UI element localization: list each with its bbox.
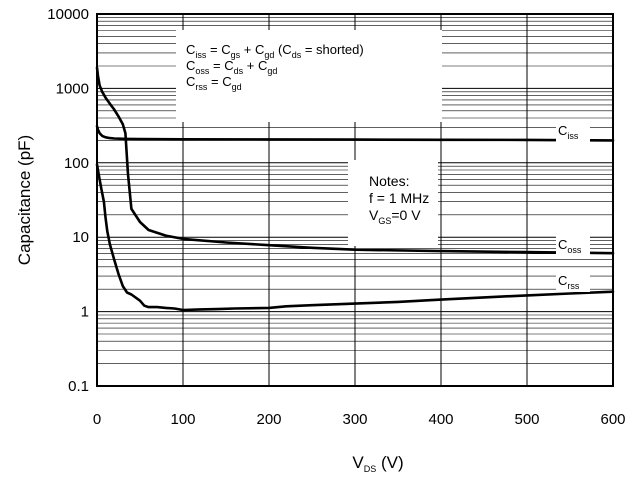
y-tick-label: 1 <box>81 304 89 321</box>
axis-labels: VDS (V) Capacitance (pF) <box>15 135 404 474</box>
x-axis-label: VDS (V) <box>352 453 403 474</box>
y-tick-label: 100 <box>64 155 89 172</box>
y-tick-label: 0.1 <box>68 378 89 395</box>
series-line-iss <box>95 124 615 142</box>
y-tick-label: 1000 <box>56 80 89 97</box>
series-label-iss: Ciss <box>558 123 579 141</box>
series-label-bg <box>556 272 590 292</box>
series-label-bg <box>556 122 590 142</box>
series-lines <box>95 66 615 312</box>
grid <box>96 14 614 387</box>
definition-line: Crss = Cgd <box>186 74 242 92</box>
x-tick-label: 400 <box>428 411 453 428</box>
x-tick-label: 500 <box>514 411 539 428</box>
definitions-box <box>176 30 442 122</box>
x-tick-label: 200 <box>256 411 281 428</box>
notes-line: f = 1 MHz <box>369 190 429 206</box>
definition-line: Coss = Cds + Cgd <box>186 58 277 76</box>
annotation-boxes: Ciss = Cgs + Cgd (Cds = shorted)Coss = C… <box>176 30 442 246</box>
series-label-rss: Crss <box>558 273 580 291</box>
notes-box <box>348 160 438 246</box>
y-axis-label: Capacitance (pF) <box>15 135 34 265</box>
series-line-rss <box>95 163 615 312</box>
notes-line: VGS=0 V <box>369 207 421 226</box>
plot-frame <box>96 13 614 387</box>
plot-border <box>96 13 614 387</box>
tick-labels: 0 100 200 300 400 500 600 0.1 1 10 100 1000 10000 <box>47 6 625 428</box>
y-tick-label: 10 <box>72 229 89 246</box>
x-tick-label: 300 <box>342 411 367 428</box>
x-tick-label: 100 <box>170 411 195 428</box>
x-tick-label: 600 <box>600 411 625 428</box>
definition-line: Ciss = Cgs + Cgd (Cds = shorted) <box>186 42 364 60</box>
notes-line: Notes: <box>369 173 409 189</box>
series-line-oss <box>95 66 615 255</box>
series-labels: Ciss Coss Crss <box>556 122 590 292</box>
y-tick-label: 10000 <box>47 6 89 23</box>
x-tick-label: 0 <box>93 411 101 428</box>
series-label-bg <box>556 236 590 256</box>
series-label-oss: Coss <box>558 237 582 255</box>
